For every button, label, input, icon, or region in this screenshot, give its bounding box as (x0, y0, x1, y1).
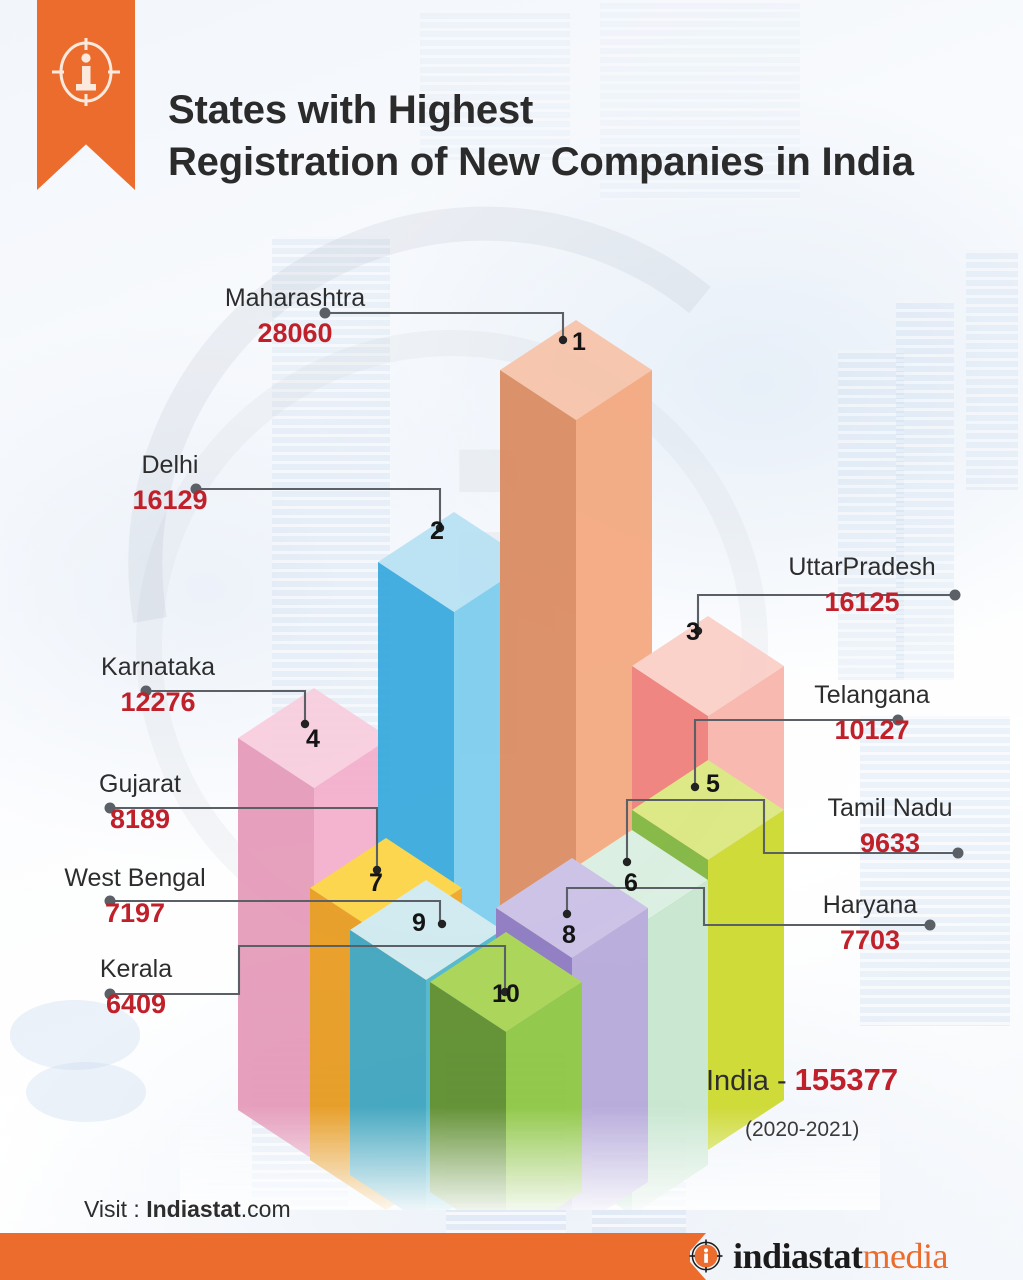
visit-brand: Indiastat (146, 1196, 241, 1222)
callout-haryana: Haryana 7703 (760, 891, 980, 955)
india-total-value: 155377 (794, 1062, 899, 1097)
logo-text: indiastat (733, 1236, 863, 1276)
callout-state-name: Maharashtra (224, 284, 366, 312)
info-target-icon (52, 38, 120, 106)
bar-rank-6: 6 (624, 869, 638, 897)
bar-rank-3: 3 (686, 618, 700, 646)
callout-tamilnadu: Tamil Nadu 9633 (790, 794, 990, 858)
callout-state-name: Kerala (99, 955, 173, 983)
visit-suffix: .com (240, 1196, 291, 1222)
bar-rank-5: 5 (706, 770, 720, 798)
period-label: (2020-2021) (745, 1118, 860, 1141)
callout-maharashtra: Maharashtra 28060 (100, 284, 490, 348)
visit-line: Visit : Indiastat.com (84, 1196, 291, 1223)
callout-value: 10127 (834, 715, 910, 745)
callout-gujarat: Gujarat 8189 (20, 770, 260, 834)
info-target-icon (688, 1238, 724, 1274)
bar-rank-2: 2 (430, 517, 444, 545)
callout-state-name: Haryana (822, 891, 918, 919)
bar-rank-4: 4 (306, 725, 320, 753)
callout-state-name: Tamil Nadu (827, 794, 953, 822)
callout-value: 6409 (105, 989, 167, 1019)
india-total: India - 155377 (706, 1062, 898, 1098)
title-line-2: Registration of New Companies in India (168, 140, 914, 184)
callout-value: 28060 (257, 318, 333, 348)
bar-rank-10: 10 (492, 980, 520, 1008)
logo-accent: media (862, 1236, 949, 1276)
callout-delhi: Delhi 16129 (40, 451, 300, 515)
callout-state-name: Delhi (141, 451, 199, 479)
callout-state-name: Telangana (814, 681, 930, 709)
callout-value: 9633 (859, 828, 921, 858)
callout-uttarpradesh: UttarPradesh 16125 (742, 553, 982, 617)
callout-value: 16129 (132, 485, 208, 515)
indiastat-media-logo[interactable]: indiastatmedia (688, 1232, 949, 1280)
footer-bar (0, 1233, 690, 1280)
callout-state-name: West Bengal (64, 864, 206, 892)
callout-value: 8189 (109, 804, 171, 834)
bar-rank-1: 1 (572, 328, 586, 356)
callout-value: 7703 (839, 925, 901, 955)
callout-karnataka: Karnataka 12276 (28, 653, 288, 717)
title-line-1: States with Highest (168, 88, 534, 132)
india-total-label: India - (706, 1065, 795, 1097)
callout-state-name: Gujarat (99, 770, 181, 798)
callout-kerala: Kerala 6409 (26, 955, 246, 1019)
bar-rank-8: 8 (562, 921, 576, 949)
callout-state-name: UttarPradesh (788, 553, 936, 581)
callout-westbengal: West Bengal 7197 (10, 864, 260, 928)
page-title: States with Highest Registration of New … (168, 84, 1018, 188)
callout-value: 16125 (824, 587, 900, 617)
callout-telangana: Telangana 10127 (752, 681, 992, 745)
callout-value: 7197 (104, 898, 166, 928)
callout-state-name: Karnataka (101, 653, 215, 681)
visit-prefix: Visit : (84, 1196, 147, 1222)
callout-value: 12276 (120, 687, 196, 717)
bar-rank-9: 9 (412, 909, 426, 937)
bar-rank-7: 7 (369, 869, 383, 897)
